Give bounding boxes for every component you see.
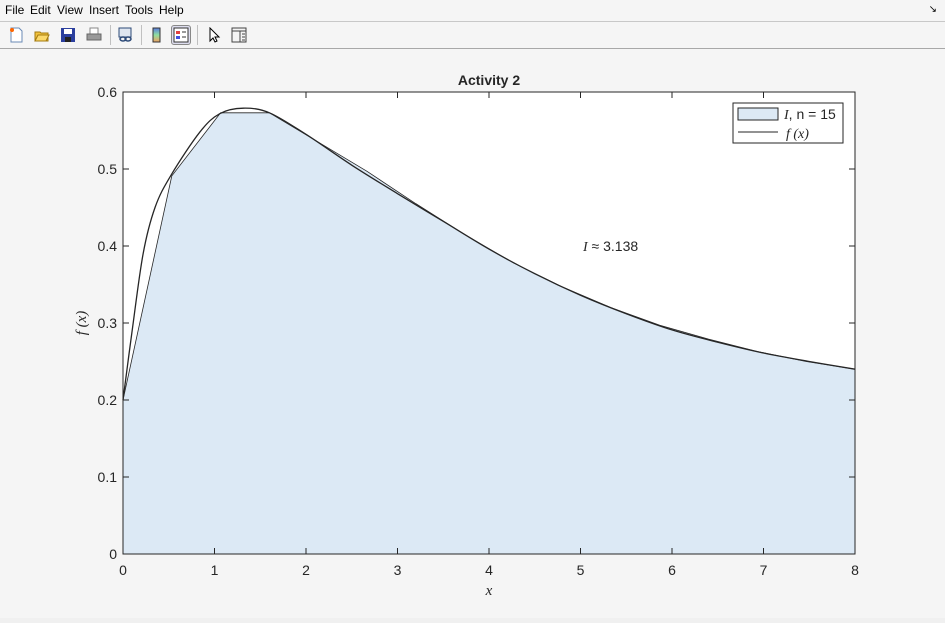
x-tick-label: 1 [211, 562, 219, 578]
trapezoid-area [123, 112, 855, 554]
menu-view[interactable]: View [57, 3, 83, 17]
menu-tools[interactable]: Tools [125, 3, 154, 17]
colorbar-icon[interactable] [146, 25, 166, 45]
x-tick-label: 8 [851, 562, 859, 578]
annotation-italic: I [582, 240, 589, 255]
menu-help[interactable]: Help [159, 3, 184, 17]
legend-entry-function: f (x) [786, 127, 809, 142]
y-tick-label: 0 [109, 546, 117, 562]
x-tick-label: 4 [485, 562, 493, 578]
toolbar-separator [110, 25, 111, 45]
open-file-icon[interactable] [32, 25, 52, 45]
menu-insert[interactable]: Insert [89, 3, 120, 17]
y-tick-label: 0.5 [98, 161, 118, 177]
legend-patch-swatch [737, 107, 779, 121]
save-icon[interactable] [58, 25, 78, 45]
x-tick-label: 2 [302, 562, 310, 578]
property-inspector-icon[interactable] [229, 25, 249, 45]
legend-rest: , n = 15 [789, 106, 836, 122]
function-curve [122, 107, 856, 401]
x-axis-label: x [485, 583, 493, 599]
dock-arrow-icon[interactable]: ↘ [928, 4, 937, 15]
x-tick-label: 3 [394, 562, 402, 578]
y-tick-label: 0.1 [98, 469, 118, 485]
x-tick-label: 7 [760, 562, 768, 578]
legend-italic: f (x) [786, 127, 809, 142]
link-plot-icon[interactable] [115, 25, 135, 45]
toolbar-separator [141, 25, 142, 45]
toolbar-separator [197, 25, 198, 45]
y-axis-label: f (x) [74, 311, 90, 336]
new-figure-icon[interactable] [6, 25, 26, 45]
x-tick-label: 0 [119, 562, 127, 578]
pointer-icon[interactable] [204, 25, 224, 45]
print-icon[interactable] [84, 25, 104, 45]
legend-icon[interactable] [171, 25, 191, 45]
chart[interactable]: Activity 2 0 1 2 3 4 5 6 7 800.10.20.30.40.50.6 … [0, 49, 945, 618]
menu-file[interactable]: File [5, 3, 25, 17]
integral-annotation: I ≈ 3.138 [582, 238, 638, 255]
menu-edit[interactable]: Edit [30, 3, 51, 17]
x-tick-label: 5 [577, 562, 585, 578]
legend-italic: I [783, 108, 790, 123]
x-tick-label: 6 [668, 562, 676, 578]
y-tick-label: 0.4 [98, 238, 118, 254]
toolbar [0, 22, 945, 49]
figure-canvas: Activity 2 0 1 2 3 4 5 6 7 8 0 0.1 0.2 0.3 0.4 0.5 0.6 … [0, 49, 945, 618]
legend-entry-integral: I, n = 15 [783, 106, 836, 123]
legend[interactable]: I, n = 15 f (x) [732, 102, 844, 144]
y-tick-label: 0.6 [98, 84, 118, 100]
y-tick-label: 0.2 [98, 392, 118, 408]
y-tick-label: 0.3 [98, 315, 118, 331]
annotation-value: ≈ 3.138 [588, 238, 639, 254]
menu-bar: File Edit View Insert Tools Help ↘ [0, 0, 945, 22]
chart-title: Activity 2 [458, 72, 520, 88]
